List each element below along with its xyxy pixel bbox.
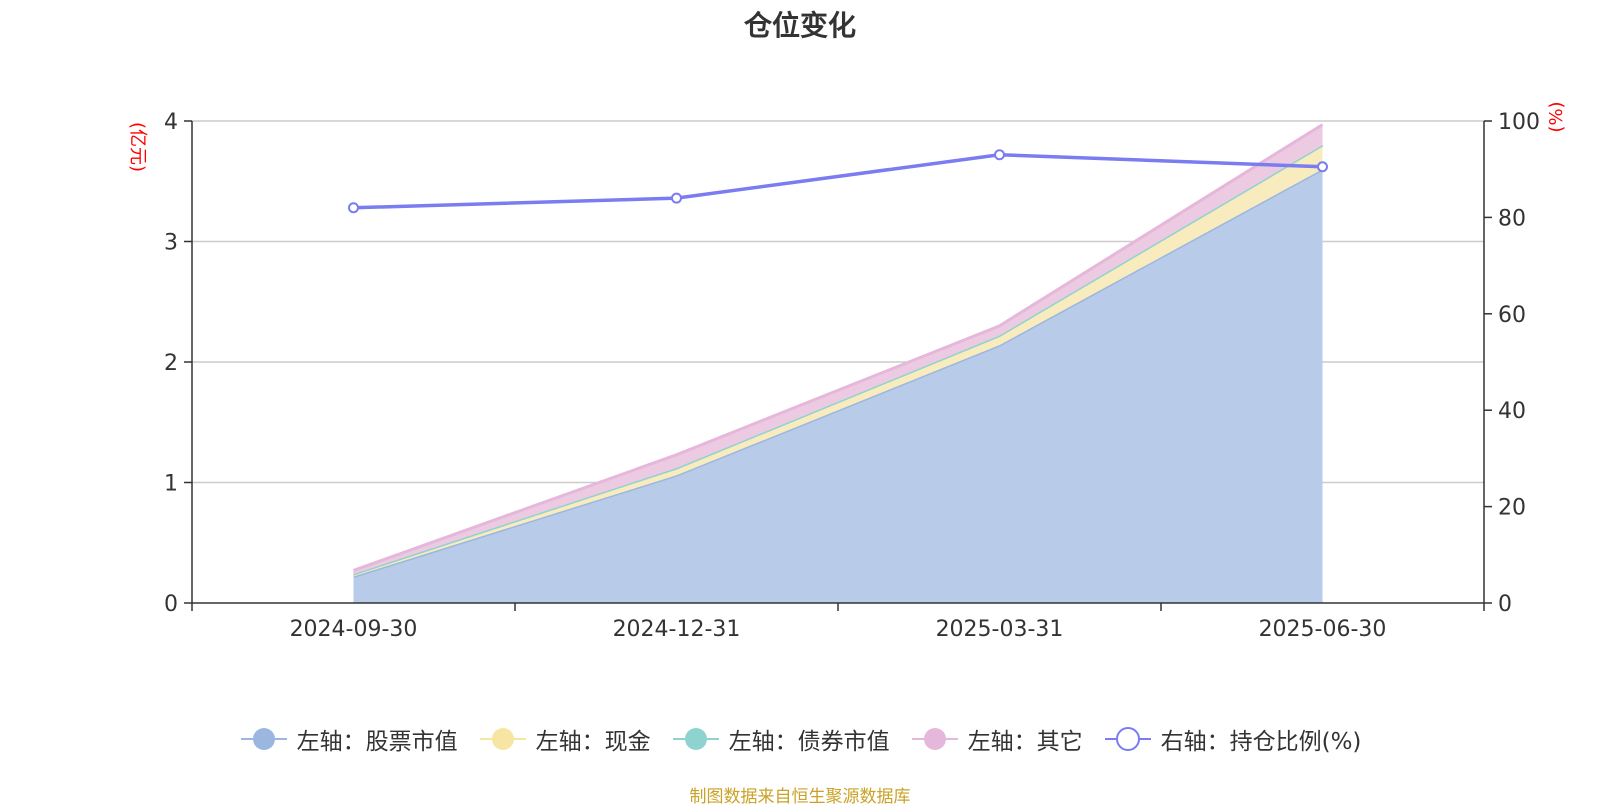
legend-label: 左轴：现金 (535, 729, 651, 755)
x-axis-tick-label: 2024-12-31 (613, 617, 741, 642)
left-axis-tick-label: 1 (164, 472, 178, 497)
area-line-other (352, 123, 1324, 572)
left-axis-name: (亿元) (127, 122, 148, 172)
ratio-line-series (348, 149, 1328, 214)
left-axis-tick-label: 0 (164, 592, 178, 617)
legend-label: 左轴：其它 (967, 729, 1083, 755)
legend-item-stock[interactable]: 左轴：股票市值 (239, 722, 458, 756)
x-axis-tick-label: 2024-09-30 (290, 617, 418, 642)
legend-item-ratio[interactable]: 右轴：持仓比例(%) (1103, 722, 1362, 756)
left-axis-tick-label: 3 (164, 231, 178, 256)
right-axis-tick-label: 0 (1498, 592, 1512, 617)
ratio-point (671, 192, 682, 204)
x-axis-tick-label: 2025-06-30 (1259, 617, 1387, 642)
ratio-point (994, 149, 1005, 161)
chart-title: 仓位变化 (743, 9, 856, 42)
area-line-stock (353, 167, 1324, 578)
legend-item-cash[interactable]: 左轴：现金 (478, 722, 651, 756)
filled-circle-icon (240, 728, 287, 750)
area-stock (353, 169, 1323, 603)
legend-label: 左轴：债券市值 (728, 729, 890, 755)
ratio-point (348, 202, 359, 214)
legend-item-other[interactable]: 左轴：其它 (910, 722, 1083, 756)
x-axis-tick-label: 2025-03-31 (936, 617, 1064, 642)
filled-circle-icon (911, 728, 958, 750)
ratio-line (353, 152, 1323, 210)
right-axis-name: (%) (1546, 101, 1567, 132)
right-axis-tick-label: 40 (1498, 399, 1526, 424)
filled-circle-icon (479, 728, 526, 750)
legend-item-bond[interactable]: 左轴：债券市值 (671, 722, 890, 756)
right-axis-tick-label: 100 (1498, 110, 1540, 135)
hollow-circle-icon (1104, 727, 1151, 751)
legend: 左轴：股票市值 左轴：现金 左轴：债券市值 左轴：其它 右轴：持仓比例(%) (0, 722, 1600, 756)
legend-label: 左轴：股票市值 (296, 729, 458, 755)
left-axis-tick-label: 4 (164, 110, 178, 135)
right-axis-tick-label: 20 (1498, 496, 1526, 521)
source-note: 制图数据来自恒生聚源数据库 (689, 787, 911, 807)
legend-label: 右轴：持仓比例(%) (1160, 729, 1362, 755)
area-series (352, 123, 1324, 603)
right-axis-tick-label: 80 (1498, 206, 1526, 231)
ratio-point (1317, 161, 1328, 173)
left-axis-tick-label: 2 (164, 351, 178, 376)
right-axis-tick-label: 60 (1498, 303, 1526, 328)
filled-circle-icon (672, 728, 719, 750)
